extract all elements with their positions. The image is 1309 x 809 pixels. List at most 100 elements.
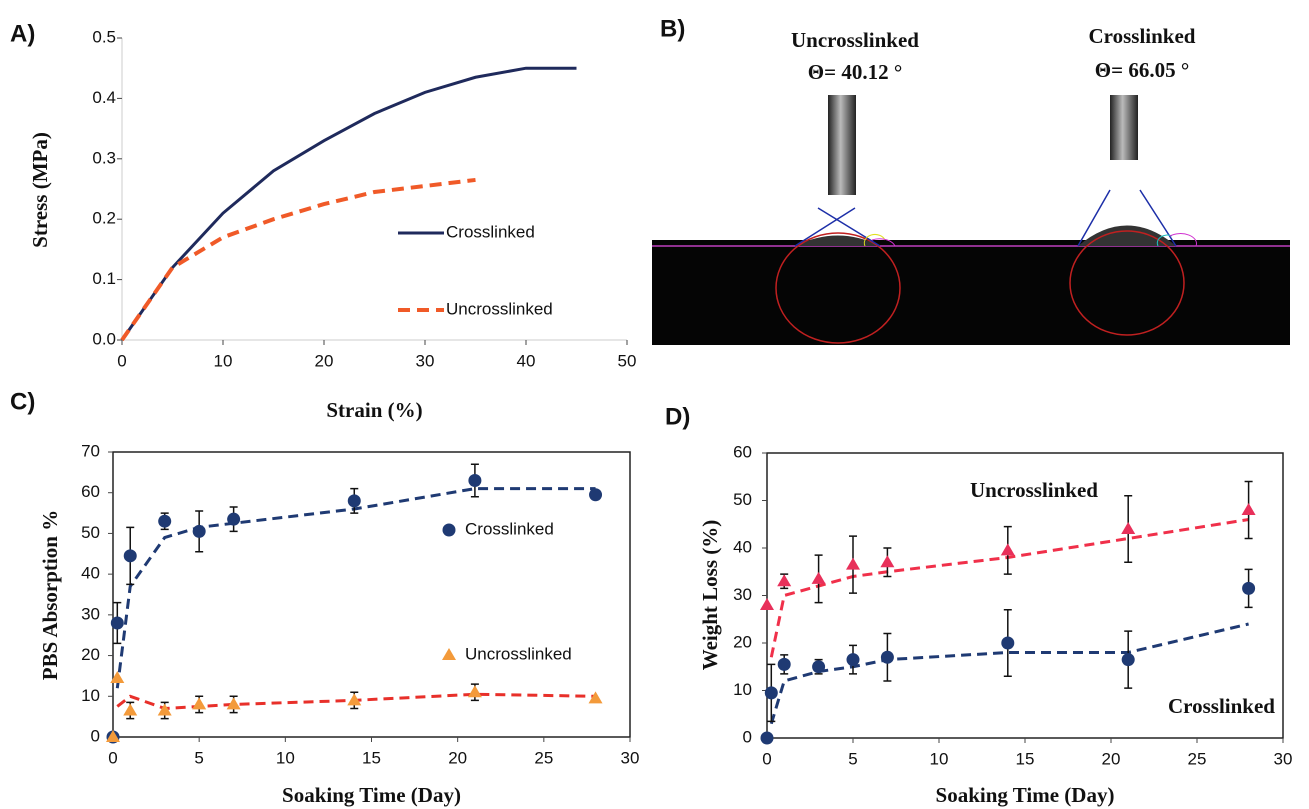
x-tick-label: 0 [117, 351, 126, 370]
angle-arc [1169, 233, 1197, 247]
tangent [794, 207, 881, 247]
x-tick-label: 15 [362, 748, 381, 767]
point [846, 557, 860, 570]
series-annotation: Uncrosslinked [970, 478, 1098, 502]
y-tick-label: 0 [91, 726, 100, 745]
angle-arc [863, 233, 886, 247]
point [347, 693, 362, 706]
point [467, 685, 482, 698]
tangent [1077, 189, 1177, 247]
point [880, 650, 894, 664]
point [110, 670, 125, 683]
panel-label: B) [660, 15, 685, 42]
point [1000, 543, 1015, 556]
y-tick-label: 20 [81, 645, 100, 664]
x-axis-label: Strain (%) [326, 398, 422, 422]
y-tick-label: 0.0 [92, 329, 116, 348]
point [588, 691, 603, 704]
y-tick-label: 30 [733, 585, 752, 604]
point [110, 616, 124, 630]
fit-line [115, 487, 596, 689]
x-axis-label: Soaking Time (Day) [936, 783, 1115, 807]
angle-arc [1156, 234, 1173, 247]
point [192, 524, 206, 538]
legend-label: Uncrosslinked [465, 644, 572, 663]
x-tick-label: 25 [1188, 749, 1207, 768]
point [1121, 653, 1135, 667]
x-tick-label: 40 [517, 351, 536, 370]
fit-line [116, 692, 596, 711]
point [1001, 636, 1015, 650]
x-tick-label: 0 [108, 748, 117, 767]
substrate [996, 240, 1290, 345]
needle [1110, 95, 1138, 160]
sample-name: Uncrosslinked [791, 28, 919, 52]
series-line [120, 177, 476, 342]
point [226, 697, 241, 710]
x-tick-label: 25 [534, 748, 553, 767]
x-tick-label: 20 [448, 748, 467, 767]
point [158, 514, 172, 528]
legend-label: Crosslinked [465, 519, 554, 538]
point [777, 657, 791, 671]
legend-marker [442, 523, 456, 537]
x-tick-label: 30 [416, 351, 435, 370]
panel-label: A) [10, 20, 35, 47]
point [589, 488, 603, 502]
y-tick-label: 10 [733, 680, 752, 699]
point [1242, 581, 1256, 595]
y-tick-label: 50 [733, 490, 752, 509]
needle [828, 95, 856, 195]
x-tick-label: 15 [1016, 749, 1035, 768]
point [1241, 503, 1256, 515]
y-tick-label: 0 [743, 727, 752, 746]
x-tick-label: 5 [848, 749, 857, 768]
droplet [795, 235, 880, 246]
y-axis-label: Weight Loss (%) [698, 520, 722, 671]
legend-marker [442, 648, 456, 660]
point [157, 703, 172, 716]
y-tick-label: 70 [81, 441, 100, 460]
point [760, 731, 774, 745]
point [123, 549, 137, 563]
point [1121, 522, 1136, 534]
x-tick-label: 30 [621, 748, 640, 767]
series-line [120, 66, 577, 341]
point [227, 512, 241, 526]
panel-label: D) [665, 403, 690, 430]
x-tick-label: 10 [930, 749, 949, 768]
y-tick-label: 0.1 [92, 269, 116, 288]
y-tick-label: 60 [81, 482, 100, 501]
point [777, 574, 792, 587]
y-tick-label: 60 [733, 442, 752, 461]
contact-angle: Θ= 40.12 ° [808, 60, 902, 84]
y-tick-label: 0.4 [92, 88, 116, 107]
fit-circle [775, 232, 901, 344]
series-annotation: Crosslinked [1168, 694, 1275, 718]
point [764, 686, 778, 700]
contact-angle: Θ= 66.05 ° [1095, 58, 1189, 82]
x-axis-label: Soaking Time (Day) [282, 783, 461, 807]
x-tick-label: 50 [618, 351, 637, 370]
panel-label: C) [10, 388, 35, 415]
y-tick-label: 20 [733, 632, 752, 651]
y-tick-label: 50 [81, 523, 100, 542]
sample-name: Crosslinked [1089, 24, 1196, 48]
fit-line [769, 622, 1249, 725]
y-tick-label: 30 [81, 604, 100, 623]
point [123, 703, 138, 716]
angle-arc [871, 238, 896, 247]
x-tick-label: 10 [214, 351, 233, 370]
fit-circle [1069, 230, 1185, 336]
x-tick-label: 30 [1274, 749, 1293, 768]
y-tick-label: 40 [733, 537, 752, 556]
x-tick-label: 0 [762, 749, 771, 768]
legend-label: Uncrosslinked [446, 299, 553, 318]
point [468, 474, 482, 487]
x-tick-label: 20 [1102, 749, 1121, 768]
legend-label: Crosslinked [446, 222, 535, 241]
droplet [1078, 225, 1176, 246]
y-axis-label: Stress (MPa) [28, 132, 52, 248]
y-tick-label: 0.3 [92, 148, 116, 167]
